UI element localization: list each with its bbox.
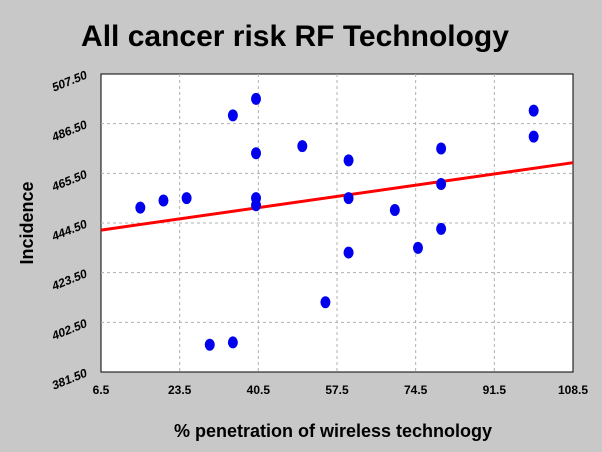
data-point	[297, 140, 308, 153]
data-point	[251, 92, 262, 105]
y-tick-label: 507.50	[50, 68, 90, 95]
data-point	[135, 201, 146, 214]
data-point	[320, 296, 331, 309]
data-point	[343, 154, 354, 167]
y-tick-labels: 381.50 402.50 423.50 444.50 465.50 486.50 507.…	[49, 68, 90, 393]
grid-lines	[101, 74, 573, 372]
data-point	[251, 147, 262, 160]
data-point	[436, 222, 447, 235]
data-points	[135, 92, 539, 351]
x-tick-label: 57.5	[325, 383, 349, 397]
y-tick-label: 486.50	[49, 117, 90, 144]
data-point	[389, 203, 400, 216]
data-point	[227, 109, 238, 122]
x-axis-label: % penetration of wireless technology	[174, 421, 492, 441]
y-tick-label: 402.50	[49, 316, 90, 343]
data-point	[181, 192, 192, 205]
data-point	[251, 199, 262, 212]
y-tick-label: 423.50	[49, 266, 90, 293]
data-point	[412, 241, 423, 254]
y-tick-label: 465.50	[49, 167, 90, 194]
x-tick-label: 108.5	[558, 383, 588, 397]
data-point	[528, 130, 539, 143]
data-point	[436, 177, 447, 190]
trend-line	[100, 161, 574, 232]
y-tick-label: 444.50	[49, 217, 90, 244]
data-point	[528, 104, 539, 117]
data-point	[343, 192, 354, 205]
x-tick-label: 40.5	[247, 383, 271, 397]
data-point	[158, 194, 169, 207]
data-point	[227, 336, 238, 349]
data-point	[343, 246, 354, 259]
x-tick-label: 23.5	[168, 383, 192, 397]
chart-title: All cancer risk RF Technology	[81, 20, 509, 53]
y-axis-label: Incidence	[17, 181, 37, 264]
y-tick-label: 381.50	[50, 366, 90, 393]
trend-line-group	[100, 161, 574, 232]
data-point	[436, 142, 447, 155]
data-point	[204, 338, 215, 351]
x-tick-labels: 6.5 23.5 40.5 57.5 74.5 91.5 108.5	[93, 383, 589, 397]
x-tick-label: 74.5	[404, 383, 428, 397]
x-tick-label: 6.5	[93, 383, 110, 397]
x-tick-label: 91.5	[483, 383, 507, 397]
